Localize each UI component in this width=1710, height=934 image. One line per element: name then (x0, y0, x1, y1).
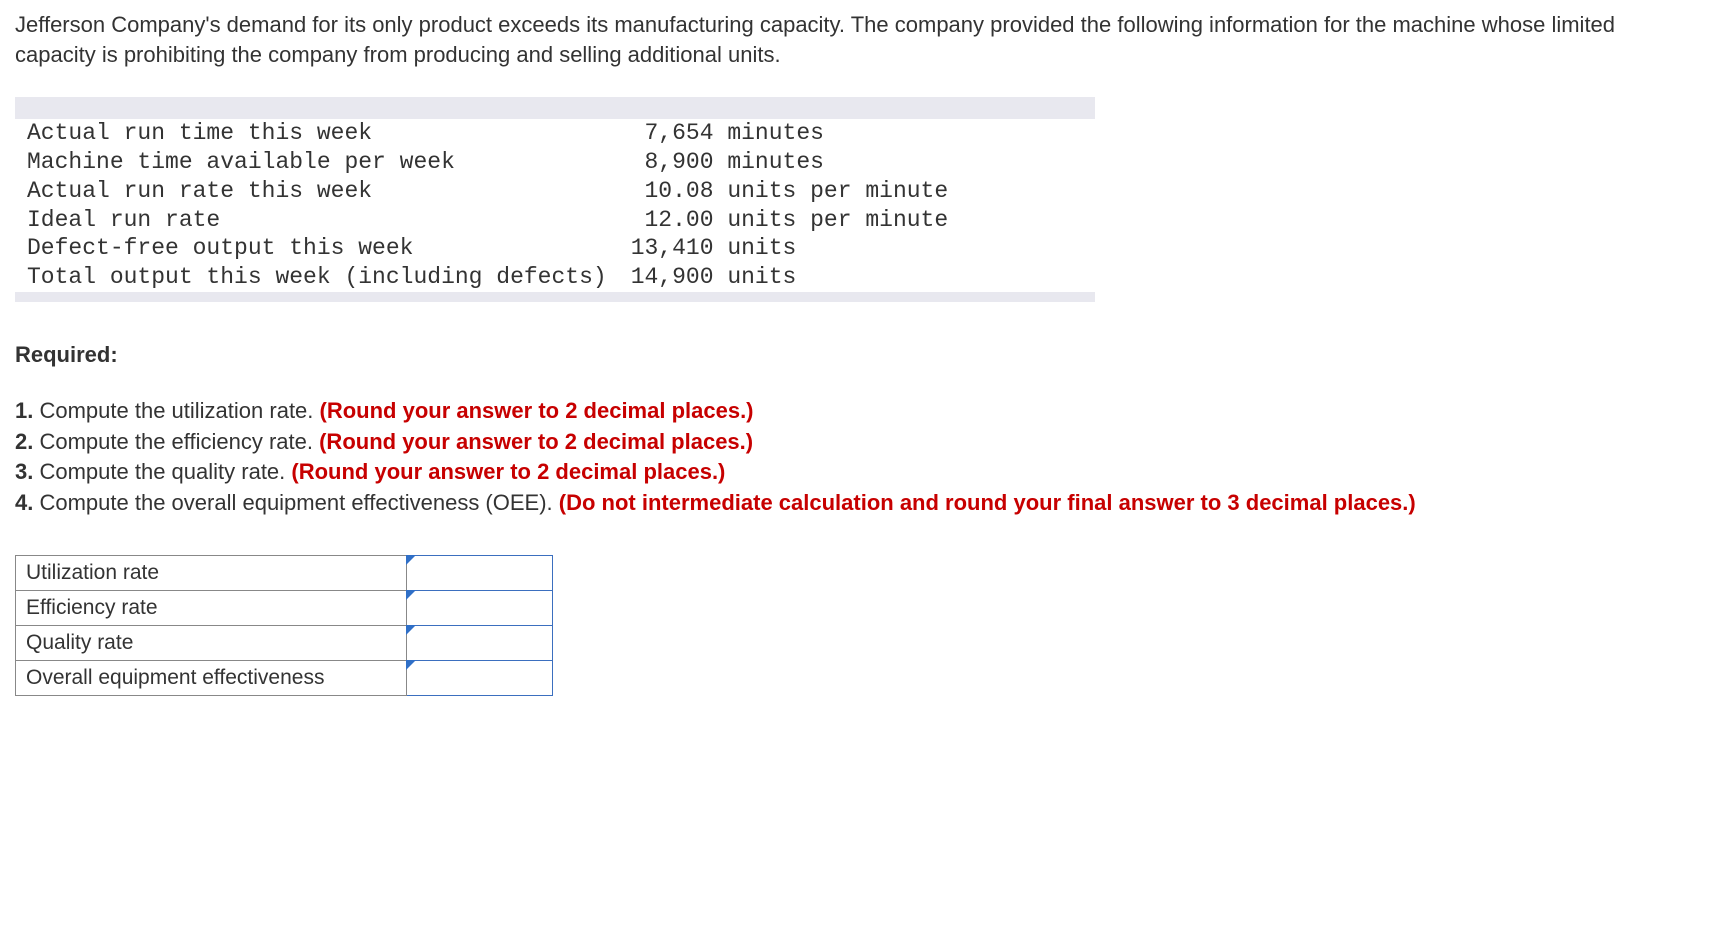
answer-input-cell[interactable] (407, 626, 553, 661)
requirement-hint: (Round your answer to 2 decimal places.) (320, 398, 754, 423)
requirement-number: 4. (15, 490, 33, 515)
data-label: Machine time available per week (15, 148, 619, 177)
data-label: Ideal run rate (15, 206, 619, 235)
input-marker-icon (406, 590, 416, 600)
answer-label: Overall equipment effectiveness (16, 661, 407, 696)
requirement-number: 1. (15, 398, 33, 423)
data-value: 8,900 minutes (619, 148, 1095, 177)
requirement-text: Compute the efficiency rate. (33, 429, 319, 454)
requirement-item: 4. Compute the overall equipment effecti… (15, 488, 1695, 519)
data-label: Total output this week (including defect… (15, 263, 619, 292)
input-marker-icon (406, 660, 416, 670)
answer-row: Quality rate (16, 626, 553, 661)
answer-input-cell[interactable] (407, 661, 553, 696)
requirement-hint: (Round your answer to 2 decimal places.) (319, 429, 753, 454)
intro-paragraph: Jefferson Company's demand for its only … (15, 10, 1695, 69)
data-footer-bar (15, 292, 1095, 302)
answer-label: Quality rate (16, 626, 407, 661)
data-row: Defect-free output this week13,410 units (15, 234, 1095, 263)
data-label: Actual run time this week (15, 119, 619, 148)
requirement-hint: (Round your answer to 2 decimal places.) (291, 459, 725, 484)
data-header-bar (15, 97, 1095, 119)
data-table: Actual run time this week 7,654 minutesM… (15, 119, 1095, 292)
answer-row: Efficiency rate (16, 591, 553, 626)
requirement-number: 2. (15, 429, 33, 454)
data-block: Actual run time this week 7,654 minutesM… (15, 97, 1095, 302)
input-marker-icon (406, 625, 416, 635)
data-row: Total output this week (including defect… (15, 263, 1095, 292)
data-label: Actual run rate this week (15, 177, 619, 206)
required-heading: Required: (15, 342, 1695, 368)
requirement-hint: (Do not intermediate calculation and rou… (559, 490, 1416, 515)
data-label: Defect-free output this week (15, 234, 619, 263)
requirement-text: Compute the quality rate. (33, 459, 291, 484)
answer-input[interactable] (407, 591, 552, 625)
requirement-item: 3. Compute the quality rate. (Round your… (15, 457, 1695, 488)
data-row: Actual run time this week 7,654 minutes (15, 119, 1095, 148)
data-row: Ideal run rate 12.00 units per minute (15, 206, 1095, 235)
answer-table: Utilization rateEfficiency rateQuality r… (15, 555, 553, 696)
data-value: 7,654 minutes (619, 119, 1095, 148)
answer-row: Overall equipment effectiveness (16, 661, 553, 696)
answer-input-cell[interactable] (407, 556, 553, 591)
answer-input[interactable] (407, 556, 552, 590)
answer-input[interactable] (407, 626, 552, 660)
requirement-number: 3. (15, 459, 33, 484)
data-value: 12.00 units per minute (619, 206, 1095, 235)
answer-label: Efficiency rate (16, 591, 407, 626)
answer-row: Utilization rate (16, 556, 553, 591)
requirement-text: Compute the overall equipment effectiven… (33, 490, 558, 515)
input-marker-icon (406, 555, 416, 565)
requirements-list: 1. Compute the utilization rate. (Round … (15, 396, 1695, 519)
data-row: Machine time available per week 8,900 mi… (15, 148, 1095, 177)
data-value: 10.08 units per minute (619, 177, 1095, 206)
answer-label: Utilization rate (16, 556, 407, 591)
answer-input-cell[interactable] (407, 591, 553, 626)
requirement-text: Compute the utilization rate. (33, 398, 319, 423)
answer-input[interactable] (407, 661, 552, 695)
data-row: Actual run rate this week 10.08 units pe… (15, 177, 1095, 206)
data-value: 13,410 units (619, 234, 1095, 263)
requirement-item: 1. Compute the utilization rate. (Round … (15, 396, 1695, 427)
data-value: 14,900 units (619, 263, 1095, 292)
requirement-item: 2. Compute the efficiency rate. (Round y… (15, 427, 1695, 458)
